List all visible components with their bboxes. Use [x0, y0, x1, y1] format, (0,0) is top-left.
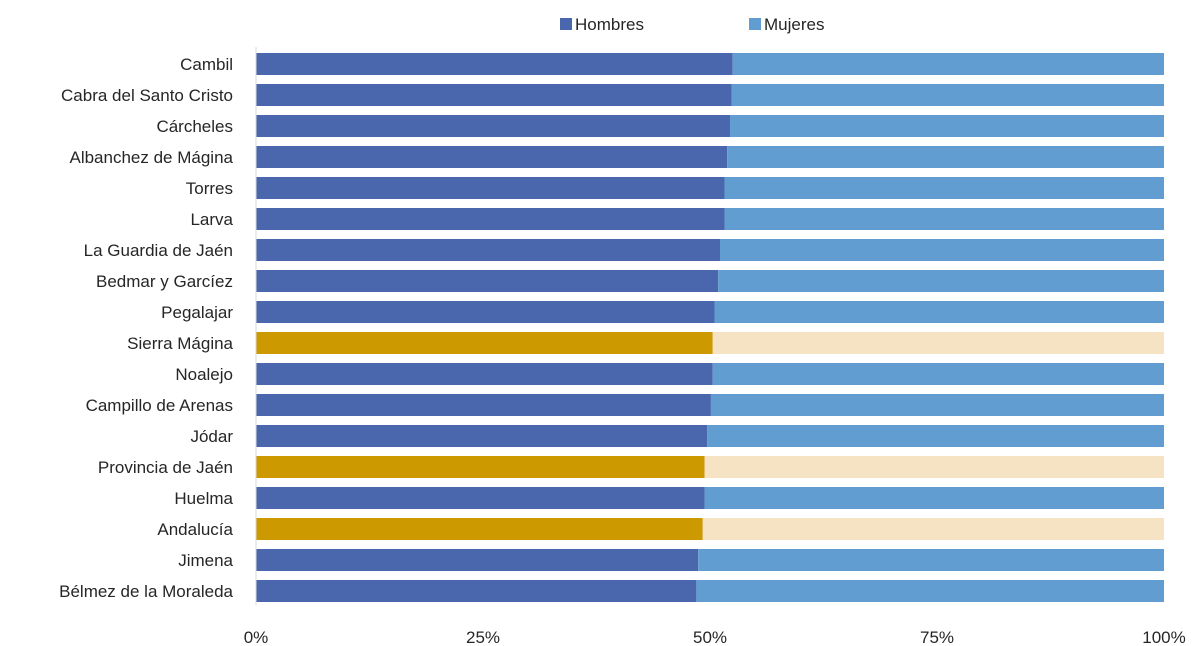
category-label: Huelma: [174, 489, 233, 508]
bar-hombres: [256, 84, 732, 106]
bar-hombres: [256, 363, 713, 385]
bar-hombres: [256, 115, 730, 137]
bar-mujeres: [702, 518, 1164, 540]
bar-hombres: [256, 239, 720, 261]
category-label: Andalucía: [157, 520, 233, 539]
bar-mujeres: [704, 456, 1164, 478]
bar-mujeres: [714, 301, 1164, 323]
category-label: Bélmez de la Moraleda: [59, 582, 233, 601]
bar-hombres: [256, 270, 719, 292]
category-label: Provincia de Jaén: [98, 458, 233, 477]
bar-mujeres: [712, 332, 1164, 354]
x-tick-label: 25%: [466, 628, 500, 646]
category-label: Jódar: [190, 427, 233, 446]
category-label: Bedmar y Garcíez: [96, 272, 233, 291]
bar-hombres: [256, 456, 705, 478]
plot-area: [256, 53, 1164, 602]
bar-mujeres: [729, 115, 1164, 137]
bar-hombres: [256, 549, 699, 571]
bar-hombres: [256, 208, 725, 230]
category-label: Campillo de Arenas: [86, 396, 233, 415]
bar-mujeres: [719, 239, 1164, 261]
bar-hombres: [256, 177, 725, 199]
category-label: Cambil: [180, 55, 233, 74]
legend-swatch: [560, 18, 572, 30]
category-label: Jimena: [178, 551, 233, 570]
bar-hombres: [256, 425, 708, 447]
bar-mujeres: [704, 487, 1164, 509]
category-label: Torres: [186, 179, 233, 198]
bar-mujeres: [696, 580, 1164, 602]
legend-swatch: [749, 18, 761, 30]
bar-mujeres: [724, 208, 1164, 230]
category-axis: Cambil Cabra del Santo Cristo Cárcheles Alb…: [59, 55, 233, 601]
category-label: Noalejo: [175, 365, 233, 384]
bar-mujeres: [698, 549, 1164, 571]
value-axis: 0% 25% 50% 75% 100%: [244, 628, 1186, 646]
bar-hombres: [256, 487, 705, 509]
category-label: Cabra del Santo Cristo: [61, 86, 233, 105]
bar-hombres: [256, 53, 733, 75]
category-label: Sierra Mágina: [127, 334, 233, 353]
legend-label: Mujeres: [764, 15, 824, 34]
category-label: Larva: [190, 210, 233, 229]
category-label: Albanchez de Mágina: [69, 148, 233, 167]
legend-label: Hombres: [575, 15, 644, 34]
bar-mujeres: [712, 363, 1164, 385]
bar-hombres: [256, 518, 703, 540]
legend: Hombres Mujeres: [560, 15, 824, 34]
bar-hombres: [256, 146, 728, 168]
category-label: La Guardia de Jaén: [84, 241, 233, 260]
bar-mujeres: [724, 177, 1164, 199]
bar-hombres: [256, 332, 713, 354]
x-tick-label: 100%: [1142, 628, 1185, 646]
bar-mujeres: [732, 53, 1164, 75]
category-label: Pegalajar: [161, 303, 233, 322]
bar-mujeres: [727, 146, 1164, 168]
x-tick-label: 75%: [920, 628, 954, 646]
bar-hombres: [256, 301, 715, 323]
bar-mujeres: [718, 270, 1164, 292]
bar-mujeres: [710, 394, 1164, 416]
category-label: Cárcheles: [156, 117, 233, 136]
bar-hombres: [256, 580, 697, 602]
bar-hombres: [256, 394, 711, 416]
x-tick-label: 0%: [244, 628, 269, 646]
x-tick-label: 50%: [693, 628, 727, 646]
bar-mujeres: [731, 84, 1164, 106]
bar-mujeres: [707, 425, 1164, 447]
